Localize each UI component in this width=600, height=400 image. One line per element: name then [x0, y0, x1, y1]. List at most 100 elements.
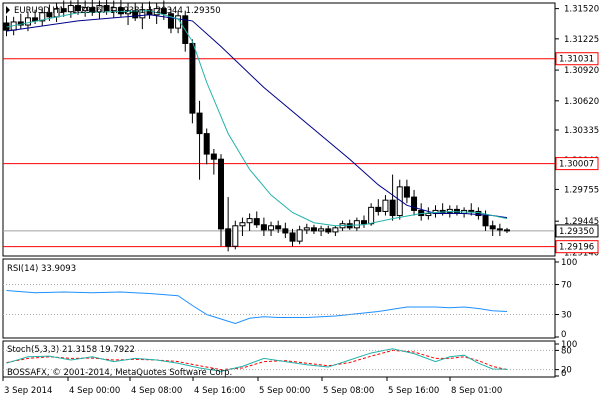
- candle: [17, 13, 24, 30]
- candle: [268, 221, 275, 237]
- candle: [260, 217, 267, 237]
- rsi-panel: RSI(14) 33.9093 100 70 30 0: [3, 258, 577, 340]
- candle: [239, 217, 246, 237]
- candle: [475, 207, 482, 220]
- price-tick-label: 1.29755: [564, 185, 599, 195]
- copyright-text: BOSSAFX, © 2001-2014, MetaQuotes Softwar…: [7, 368, 232, 378]
- candle: [375, 199, 382, 216]
- svg-text:1.29196: 1.29196: [559, 243, 594, 253]
- candle: [139, 3, 146, 30]
- candle: [189, 39, 196, 124]
- rsi-tick-label: 30: [561, 311, 572, 321]
- stoch-label: Stoch(5,3,3) 21.3158 19.7922: [7, 345, 135, 355]
- candle: [310, 224, 317, 234]
- candle: [82, 0, 89, 17]
- candle: [182, 10, 189, 52]
- ohlc-values: 1.29367 1.29381 1.29344 1.29350: [72, 6, 221, 16]
- rsi-tick-label: 0: [561, 330, 566, 340]
- time-tick-label: 8 Sep 01:00: [451, 386, 502, 396]
- current-price-label: 1.29350: [555, 224, 599, 238]
- candle: [39, 7, 46, 27]
- candle: [117, 0, 124, 17]
- rsi-line: [6, 290, 508, 325]
- price-tick-label: 1.30920: [564, 66, 599, 76]
- candle: [210, 148, 217, 175]
- price-labels: 1.31031 1.30007 1.29350 1.29196: [555, 52, 599, 254]
- candle: [60, 0, 67, 17]
- main-panel-frame: [2, 2, 556, 257]
- candle: [67, 0, 74, 18]
- candle: [389, 174, 396, 221]
- svg-text:1.29350: 1.29350: [559, 227, 594, 237]
- candle: [504, 227, 510, 233]
- symbol-label: EURUSD,H1: [14, 6, 64, 16]
- candle: [75, 0, 81, 15]
- chart-header: EURUSD,H1 1.29367 1.29381 1.29344 1.2935…: [6, 6, 221, 16]
- time-tick-label: 4 Sep 08:00: [131, 386, 182, 396]
- level-price-label: 1.29196: [555, 240, 599, 254]
- time-tick-label: 4 Sep 16:00: [194, 386, 245, 396]
- ma-fast-line: [6, 10, 508, 227]
- level-price-label: 1.30007: [555, 157, 599, 171]
- price-scale: 1.31520 1.31225 1.30920 1.30620 1.30335 1.300…: [555, 5, 599, 258]
- svg-text:1.30007: 1.30007: [559, 160, 594, 170]
- time-tick-label: 3 Sep 2014: [4, 386, 52, 396]
- candle: [318, 225, 325, 237]
- candle: [296, 225, 303, 245]
- rsi-tick-label: 70: [561, 281, 572, 291]
- candle: [496, 223, 503, 237]
- candle: [382, 195, 389, 216]
- stoch-main-line: [6, 348, 508, 372]
- candle: [218, 154, 224, 247]
- candle: [225, 197, 232, 252]
- stoch-tick-label: 100: [561, 340, 577, 350]
- stoch-panel: Stoch(5,3,3) 21.3158 19.7922 BOSSAFX, © …: [3, 340, 577, 379]
- candle: [468, 203, 475, 216]
- stoch-panel-frame: [2, 340, 556, 378]
- candle: [167, 8, 174, 34]
- rsi-tick-label: 100: [561, 258, 577, 268]
- price-tick-label: 1.30335: [564, 126, 599, 136]
- level-price-label: 1.31031: [555, 52, 599, 66]
- candles: [3, 0, 510, 252]
- rsi-panel-frame: [2, 258, 556, 339]
- collapse-arrow-icon[interactable]: [6, 6, 10, 14]
- candle: [368, 203, 375, 226]
- price-tick-label: 1.30620: [564, 97, 599, 107]
- candle: [411, 189, 418, 216]
- price-tick-label: 1.31225: [564, 35, 599, 45]
- candle: [282, 222, 289, 239]
- candle: [3, 15, 10, 37]
- candle: [196, 100, 203, 180]
- price-tick-label: 1.29445: [564, 217, 599, 227]
- candle: [253, 211, 260, 228]
- candle: [289, 228, 296, 247]
- candle: [361, 215, 367, 228]
- stoch-tick-label: 20: [561, 366, 572, 376]
- candle: [246, 213, 253, 231]
- candle: [332, 225, 339, 237]
- candle: [232, 220, 239, 250]
- stoch-tick-label: 0: [561, 369, 566, 379]
- time-tick-label: 5 Sep 16:00: [388, 386, 439, 396]
- rsi-label: RSI(14) 33.9093: [7, 264, 76, 274]
- price-tick-label: 1.31520: [564, 5, 599, 15]
- candle: [432, 205, 439, 218]
- time-tick-label: 5 Sep 08:00: [323, 386, 374, 396]
- candle: [325, 225, 332, 234]
- candle: [403, 179, 410, 204]
- price-tick-label: 1.29140: [564, 248, 599, 258]
- stoch-signal-line: [6, 349, 508, 371]
- candle: [203, 128, 210, 165]
- time-tick-label: 4 Sep 00:00: [69, 386, 120, 396]
- candle: [425, 207, 432, 220]
- svg-text:1.31031: 1.31031: [559, 55, 594, 65]
- candle: [353, 217, 360, 231]
- candle: [125, 2, 132, 26]
- stoch-tick-label: 80: [561, 346, 572, 356]
- time-tick-label: 5 Sep 00:00: [259, 386, 310, 396]
- candle: [418, 203, 425, 221]
- horizontal-levels: [3, 58, 555, 248]
- candle: [275, 220, 282, 233]
